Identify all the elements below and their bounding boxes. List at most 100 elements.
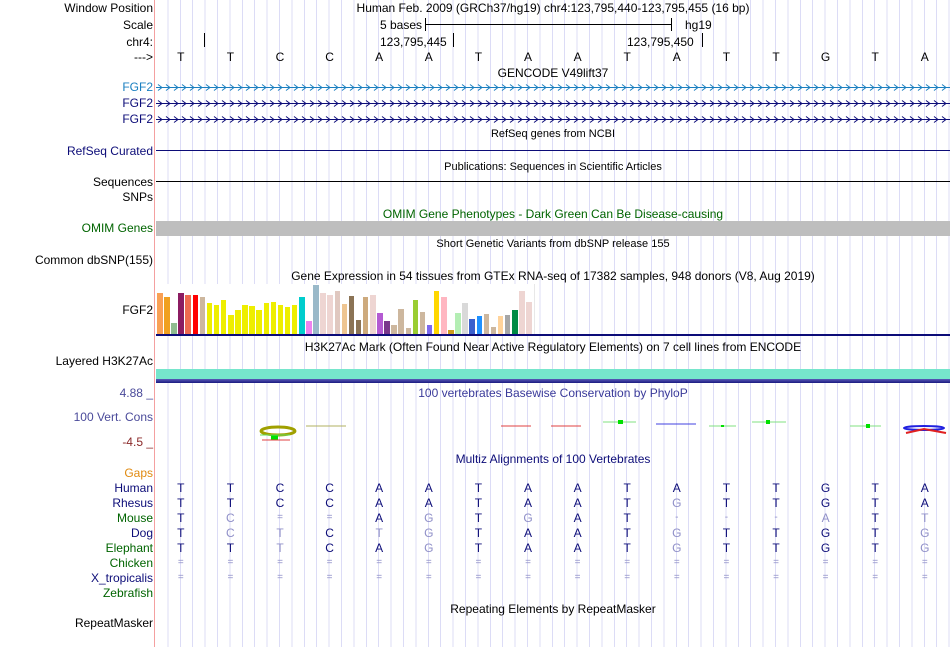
omim-bar[interactable] <box>156 221 950 236</box>
gene-track-fgf2[interactable] <box>156 99 950 108</box>
gtex-bar[interactable] <box>277 305 284 334</box>
h3k27ac-label[interactable]: Layered H3K27Ac <box>55 354 153 368</box>
gtex-bar[interactable] <box>469 319 475 334</box>
gtex-bar[interactable] <box>185 295 191 334</box>
phylop-plot[interactable] <box>156 415 950 450</box>
gtex-bar[interactable] <box>270 302 277 334</box>
gtex-bar[interactable] <box>327 295 333 334</box>
gtex-bar[interactable] <box>384 321 390 334</box>
gtex-bar[interactable] <box>341 304 348 334</box>
alignment-base: = <box>326 572 333 583</box>
gtex-bar[interactable] <box>441 297 447 334</box>
alignment-base: C <box>325 496 334 510</box>
gtex-bar[interactable] <box>249 306 255 334</box>
gtex-bar[interactable] <box>199 297 206 334</box>
species-label[interactable]: Chicken <box>109 556 153 570</box>
refseq-label[interactable]: RefSeq Curated <box>66 144 153 158</box>
species-label[interactable]: Dog <box>130 526 153 540</box>
gtex-bar[interactable] <box>306 321 312 334</box>
species-label[interactable]: Mouse <box>116 511 153 525</box>
publications-line[interactable] <box>156 181 950 182</box>
multiz-title: Multiz Alignments of 100 Vertebrates <box>455 452 651 466</box>
gtex-bar[interactable] <box>228 315 234 334</box>
gtex-bar[interactable] <box>448 330 454 334</box>
gtex-bar[interactable] <box>433 291 440 334</box>
gtex-bar[interactable] <box>263 303 269 334</box>
gtex-bar[interactable] <box>171 323 177 334</box>
gtex-bar[interactable] <box>284 307 291 334</box>
gtex-bar[interactable] <box>157 293 163 334</box>
species-label[interactable]: Zebrafish <box>102 586 153 600</box>
alignment-base: A <box>375 481 384 495</box>
snps-label[interactable]: SNPs <box>122 190 153 204</box>
gtex-bar[interactable] <box>178 293 184 334</box>
phylop-label[interactable]: 100 Vert. Cons <box>73 410 153 424</box>
alignment-base: = <box>227 572 234 583</box>
gtex-bar[interactable] <box>455 313 461 334</box>
species-label[interactable]: Human <box>114 481 153 495</box>
gtex-bar[interactable] <box>220 300 227 334</box>
gtex-bar[interactable] <box>320 293 326 334</box>
alignment-base: G <box>672 496 682 510</box>
gtex-bar[interactable] <box>370 295 376 334</box>
gtex-bar[interactable] <box>426 325 433 334</box>
alignment-base: A <box>920 496 929 510</box>
alignment-base: A <box>523 541 532 555</box>
gtex-bar[interactable] <box>497 316 504 334</box>
alignment-base: T <box>871 511 879 525</box>
gene-label-fgf2[interactable]: FGF2 <box>122 80 153 94</box>
omim-label[interactable]: OMIM Genes <box>81 221 153 235</box>
gtex-bar[interactable] <box>377 313 383 334</box>
species-label[interactable]: Rhesus <box>112 496 153 510</box>
refseq-gene-line[interactable] <box>156 150 950 151</box>
gene-track-fgf2[interactable] <box>156 83 950 92</box>
gene-track-fgf2[interactable] <box>156 115 950 124</box>
gtex-bar[interactable] <box>348 296 355 334</box>
phylop-min: -4.5 _ <box>122 435 153 449</box>
publications-title: Publications: Sequences in Scientific Ar… <box>444 161 662 173</box>
gtex-bar[interactable] <box>476 316 482 334</box>
gtex-bar[interactable] <box>291 305 298 334</box>
gtex-bar[interactable] <box>398 309 404 334</box>
gtex-bar[interactable] <box>405 328 411 334</box>
dbsnp-label[interactable]: Common dbSNP(155) <box>34 253 153 267</box>
gtex-bar[interactable] <box>412 300 419 334</box>
gtex-bar[interactable] <box>213 305 220 334</box>
gtex-bar[interactable] <box>419 312 426 334</box>
gene-label-fgf2[interactable]: FGF2 <box>122 112 153 126</box>
gtex-bar[interactable] <box>334 291 340 334</box>
alignment-base: = <box>921 572 928 583</box>
gtex-bar[interactable] <box>512 310 518 334</box>
gtex-bar[interactable] <box>462 303 468 334</box>
gtex-chart[interactable] <box>156 284 535 334</box>
repeatmasker-label[interactable]: RepeatMasker <box>74 616 153 630</box>
scale-bar <box>425 24 672 25</box>
sequences-label[interactable]: Sequences <box>92 175 153 189</box>
gtex-bar[interactable] <box>362 297 369 334</box>
alignment-base: = <box>921 557 928 568</box>
species-label[interactable]: X_tropicalis <box>90 571 153 585</box>
gtex-bar[interactable] <box>206 303 213 334</box>
gtex-bar[interactable] <box>235 310 241 334</box>
gtex-bar[interactable] <box>355 320 362 334</box>
alignment-base: = <box>326 557 333 568</box>
gtex-bar[interactable] <box>242 305 248 334</box>
gtex-bar[interactable] <box>256 310 262 334</box>
gtex-bar[interactable] <box>391 325 397 334</box>
coord-tick <box>453 33 454 47</box>
gtex-bar[interactable] <box>164 297 170 334</box>
gene-label-fgf2[interactable]: FGF2 <box>122 96 153 110</box>
gtex-bar[interactable] <box>526 302 532 334</box>
species-label[interactable]: Elephant <box>105 541 153 555</box>
gtex-bar[interactable] <box>519 291 525 334</box>
sequence-base: T <box>177 50 185 64</box>
h3k27ac-signal[interactable] <box>156 369 950 379</box>
gtex-bar[interactable] <box>483 314 490 334</box>
gtex-bar[interactable] <box>490 327 497 334</box>
gtex-label[interactable]: FGF2 <box>122 303 153 317</box>
gtex-bar[interactable] <box>313 285 319 334</box>
gtex-bar[interactable] <box>504 315 511 334</box>
gtex-bar[interactable] <box>192 295 198 334</box>
gtex-bar[interactable] <box>299 297 305 334</box>
